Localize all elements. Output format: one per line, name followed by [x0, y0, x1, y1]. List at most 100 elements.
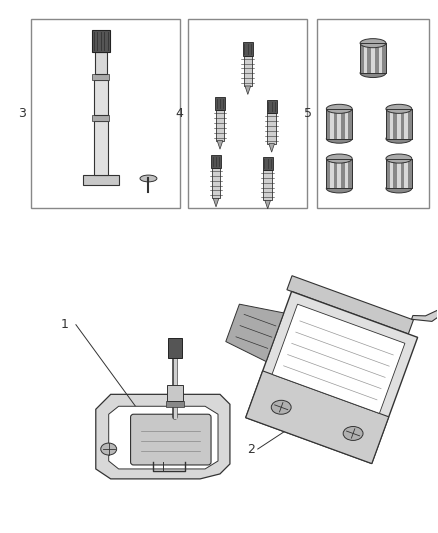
Polygon shape: [245, 86, 251, 94]
Bar: [31, 19, 180, 208]
Bar: [326, 158, 352, 188]
Text: 5: 5: [304, 107, 312, 120]
Bar: [386, 158, 412, 188]
Bar: [349, 158, 352, 188]
Bar: [408, 158, 412, 188]
Polygon shape: [272, 304, 405, 414]
Polygon shape: [412, 310, 438, 321]
Text: 2: 2: [247, 442, 255, 456]
Ellipse shape: [386, 154, 412, 163]
Bar: [83, 175, 119, 185]
Polygon shape: [287, 276, 413, 334]
Bar: [267, 100, 277, 114]
Bar: [375, 43, 378, 73]
Text: 1: 1: [61, 318, 69, 331]
Bar: [341, 158, 345, 188]
Bar: [326, 158, 330, 188]
Bar: [360, 43, 386, 73]
Bar: [378, 43, 382, 73]
Bar: [166, 401, 184, 407]
Bar: [216, 110, 224, 141]
Bar: [367, 43, 371, 73]
Bar: [330, 158, 334, 188]
Bar: [94, 80, 108, 115]
Bar: [349, 109, 352, 139]
Polygon shape: [265, 200, 271, 209]
Bar: [330, 109, 334, 139]
Polygon shape: [96, 394, 230, 479]
Bar: [334, 158, 337, 188]
Bar: [94, 121, 108, 175]
Bar: [386, 158, 412, 188]
Ellipse shape: [360, 39, 386, 47]
Ellipse shape: [386, 104, 412, 114]
Bar: [360, 43, 386, 73]
Bar: [337, 109, 341, 139]
Bar: [92, 74, 110, 80]
Ellipse shape: [386, 134, 412, 143]
Polygon shape: [109, 406, 218, 469]
Bar: [167, 385, 183, 401]
Bar: [371, 43, 375, 73]
Bar: [386, 158, 390, 188]
Polygon shape: [226, 304, 284, 361]
Bar: [95, 52, 107, 74]
Bar: [188, 19, 307, 208]
FancyBboxPatch shape: [131, 414, 211, 465]
Text: 4: 4: [175, 107, 183, 120]
Bar: [386, 109, 412, 139]
Bar: [337, 158, 341, 188]
Bar: [393, 109, 397, 139]
Ellipse shape: [343, 426, 363, 440]
Ellipse shape: [271, 400, 291, 414]
Bar: [243, 43, 253, 56]
Polygon shape: [217, 141, 223, 149]
Ellipse shape: [326, 154, 352, 163]
Bar: [345, 109, 349, 139]
Bar: [345, 158, 349, 188]
Bar: [334, 109, 337, 139]
Polygon shape: [246, 371, 389, 464]
Polygon shape: [246, 292, 418, 464]
Polygon shape: [213, 198, 219, 207]
Bar: [215, 97, 225, 110]
Bar: [326, 109, 352, 139]
Bar: [244, 56, 252, 86]
Bar: [263, 157, 273, 170]
Ellipse shape: [326, 104, 352, 114]
Ellipse shape: [386, 184, 412, 193]
Bar: [390, 158, 393, 188]
Bar: [404, 158, 408, 188]
Bar: [326, 109, 330, 139]
Bar: [401, 109, 404, 139]
Bar: [326, 109, 352, 139]
Polygon shape: [269, 144, 275, 152]
Bar: [390, 109, 393, 139]
Bar: [397, 158, 401, 188]
Bar: [364, 43, 367, 73]
Bar: [92, 115, 110, 121]
Bar: [401, 158, 404, 188]
Text: 3: 3: [18, 107, 26, 120]
Bar: [168, 337, 182, 358]
Ellipse shape: [326, 184, 352, 193]
Ellipse shape: [101, 443, 117, 455]
Ellipse shape: [326, 134, 352, 143]
Bar: [268, 114, 276, 144]
Ellipse shape: [360, 68, 386, 77]
Bar: [404, 109, 408, 139]
Bar: [382, 43, 386, 73]
Bar: [397, 109, 401, 139]
Bar: [318, 19, 429, 208]
Bar: [360, 43, 364, 73]
Bar: [211, 155, 221, 168]
Bar: [326, 158, 352, 188]
Ellipse shape: [140, 175, 157, 182]
Bar: [341, 109, 345, 139]
Bar: [408, 109, 412, 139]
Bar: [212, 168, 220, 198]
Bar: [386, 109, 390, 139]
Bar: [393, 158, 397, 188]
Bar: [386, 109, 412, 139]
Bar: [263, 170, 272, 200]
